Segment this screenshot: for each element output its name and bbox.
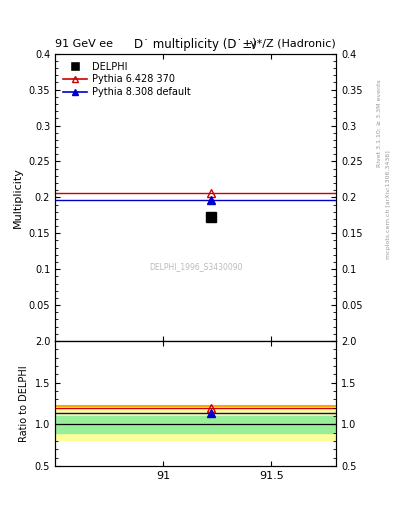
- Y-axis label: Multiplicity: Multiplicity: [13, 167, 23, 228]
- Title: D˙ multiplicity (D˙±): D˙ multiplicity (D˙±): [134, 38, 257, 51]
- Text: 91 GeV ee: 91 GeV ee: [55, 38, 113, 49]
- Text: mcplots.cern.ch [arXiv:1306.3436]: mcplots.cern.ch [arXiv:1306.3436]: [386, 151, 391, 259]
- Text: Rivet 3.1.10; ≥ 3.3M events: Rivet 3.1.10; ≥ 3.3M events: [377, 79, 382, 167]
- Text: DELPHI_1996_S3430090: DELPHI_1996_S3430090: [149, 262, 242, 271]
- Y-axis label: Ratio to DELPHI: Ratio to DELPHI: [19, 365, 29, 442]
- Legend: DELPHI, Pythia 6.428 370, Pythia 8.308 default: DELPHI, Pythia 6.428 370, Pythia 8.308 d…: [60, 58, 194, 100]
- Text: γ*/Z (Hadronic): γ*/Z (Hadronic): [250, 38, 336, 49]
